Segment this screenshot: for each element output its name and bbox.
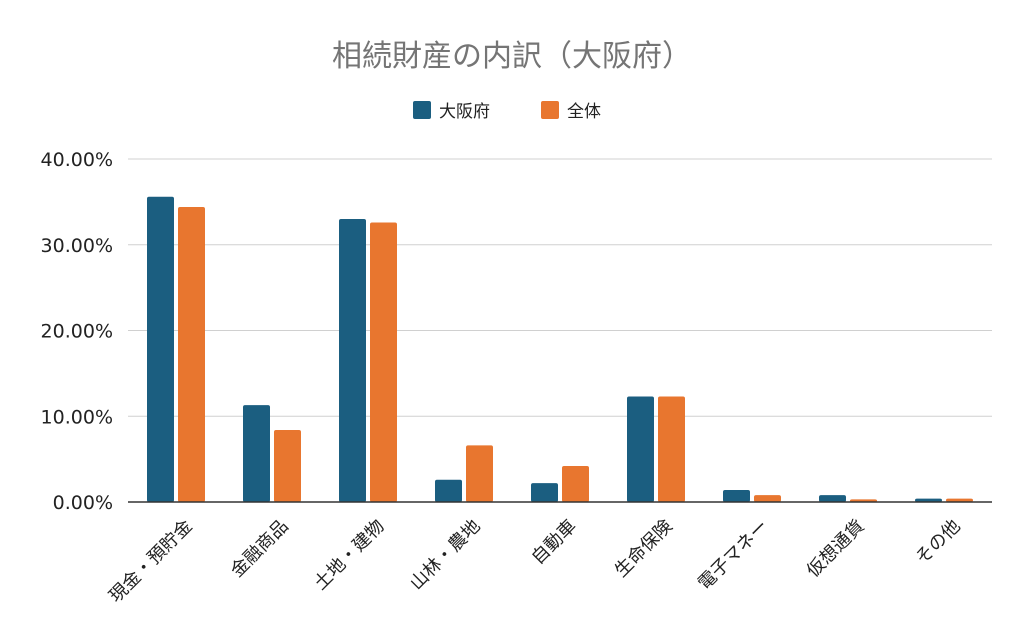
x-category-label: 金融商品 bbox=[227, 516, 293, 582]
x-axis-labels: 現金・預貯金 金融商品 土地・建物 山林・農地 自動車 生命保険 電子マネー 仮想通貨 その他 bbox=[105, 516, 964, 607]
bar-all bbox=[178, 207, 205, 502]
x-category-label: 現金・預貯金 bbox=[105, 516, 196, 607]
bars bbox=[147, 196, 973, 503]
x-category-label: その他 bbox=[912, 516, 965, 569]
y-tick-label: 30.00% bbox=[41, 235, 113, 257]
y-tick-label: 10.00% bbox=[41, 406, 113, 428]
chart-title: 相続財産の内訳（大阪府） bbox=[332, 39, 692, 74]
legend-label-all: 全体 bbox=[567, 102, 601, 122]
bar-osaka bbox=[819, 495, 846, 502]
bar-all bbox=[946, 498, 973, 502]
bar-osaka bbox=[531, 483, 558, 502]
legend-swatch-osaka bbox=[413, 101, 431, 119]
legend-swatch-all bbox=[541, 101, 559, 119]
bar-osaka bbox=[147, 196, 174, 503]
bar-all bbox=[274, 429, 301, 502]
bar-osaka bbox=[435, 479, 462, 502]
gridlines bbox=[128, 158, 992, 417]
x-category-label: 土地・建物 bbox=[310, 516, 388, 594]
bar-all bbox=[466, 445, 493, 502]
x-category-label: 生命保険 bbox=[611, 516, 677, 582]
bar-all bbox=[562, 465, 589, 502]
y-tick-label: 0.00% bbox=[53, 492, 113, 514]
bar-all bbox=[370, 222, 397, 502]
bar-osaka bbox=[915, 498, 942, 502]
x-category-label: 電子マネー bbox=[694, 516, 772, 594]
x-category-label: 山林・農地 bbox=[406, 516, 484, 594]
x-category-label: 仮想通貨 bbox=[803, 516, 869, 582]
bar-osaka bbox=[723, 489, 750, 502]
y-tick-label: 20.00% bbox=[41, 321, 113, 343]
bar-osaka bbox=[243, 405, 270, 502]
legend-label-osaka: 大阪府 bbox=[439, 102, 490, 122]
y-axis-ticks: 0.00% 10.00% 20.00% 30.00% 40.00% bbox=[41, 149, 113, 514]
x-category-label: 自動車 bbox=[528, 516, 581, 569]
bar-all bbox=[754, 495, 781, 502]
bar-osaka bbox=[339, 219, 366, 502]
legend: 大阪府 全体 bbox=[413, 101, 601, 122]
bar-all bbox=[658, 396, 685, 502]
y-tick-label: 40.00% bbox=[41, 149, 113, 171]
bar-osaka bbox=[627, 396, 654, 502]
